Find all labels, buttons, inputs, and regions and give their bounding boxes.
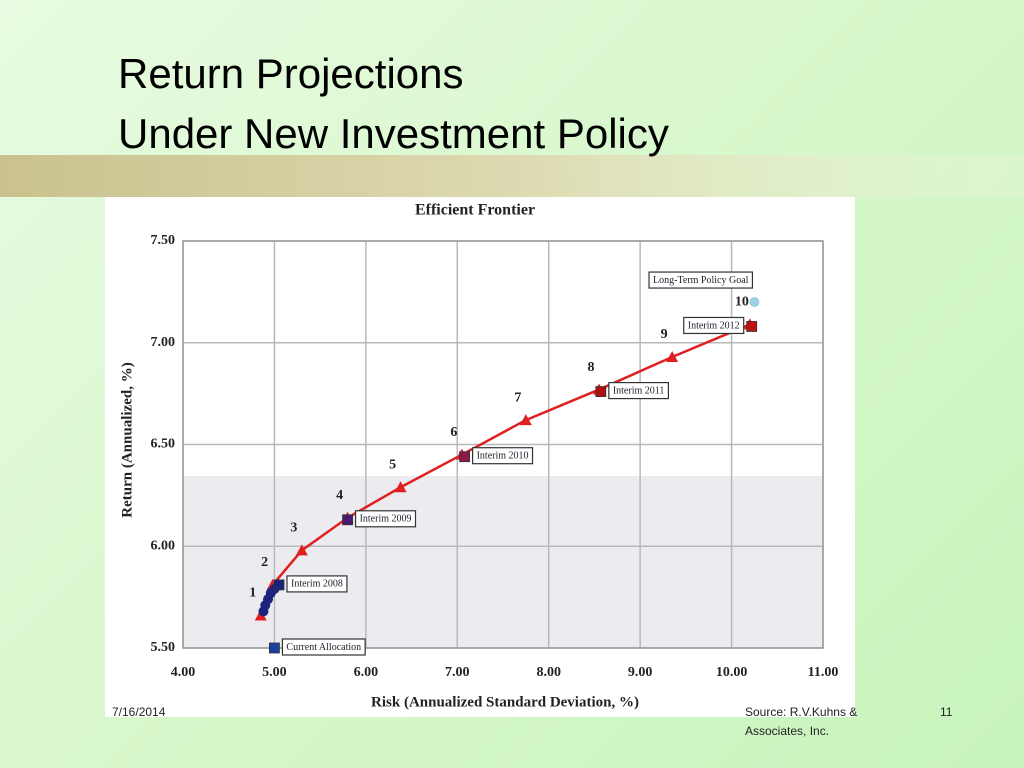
x-tick-label: 5.00 [262, 665, 287, 680]
annotation-marker [273, 579, 285, 591]
y-tick-label: 7.00 [151, 335, 176, 350]
point-label: 2 [261, 555, 268, 570]
date: 7/16/2014 [112, 705, 166, 719]
annotation-label: Interim 2009 [360, 514, 412, 525]
plot-shade [183, 476, 823, 648]
data-point [394, 481, 407, 493]
point-label: 7 [514, 390, 521, 405]
annotation-marker [342, 514, 353, 526]
y-tick-label: 6.50 [151, 437, 176, 452]
annotation-label: Interim 2008 [291, 579, 343, 590]
y-tick-label: 6.00 [151, 538, 176, 553]
annotation-box [648, 271, 754, 289]
annotation-box [608, 381, 669, 400]
point-label: 1 [249, 586, 256, 601]
x-tick-label: 9.00 [628, 665, 653, 680]
data-point [295, 544, 308, 556]
annotation-marker [459, 451, 471, 463]
x-tick-label: 10.00 [716, 665, 748, 680]
point-label: 4 [336, 488, 343, 503]
frontier-line [259, 323, 751, 616]
annotation-label: Interim 2011 [613, 385, 665, 396]
x-tick-label: 11.00 [808, 665, 839, 680]
x-tick-label: 8.00 [536, 665, 561, 680]
x-tick-label: 4.00 [171, 665, 196, 680]
source: Associates, Inc. [745, 724, 829, 738]
plot: 4.00 5.00 6.00 7.00 8.00 9.00 10.00 11.00 5.50 6.… [151, 233, 839, 680]
annotation-box [286, 575, 348, 593]
annotation-label: Current Allocation [286, 642, 361, 653]
y-tick-label: 5.50 [151, 640, 176, 655]
annotation-marker [749, 297, 760, 308]
annotation-marker [595, 386, 607, 397]
slide-title: Under New Investment Policy [118, 110, 669, 157]
annotation-marker [746, 321, 758, 332]
x-tick-label: 7.00 [445, 665, 470, 680]
slide-title: Return Projections [118, 50, 464, 97]
page-number: 11 [940, 705, 953, 719]
data-point [666, 350, 679, 362]
point-label: 10 [735, 295, 749, 310]
annotation-label: Long-Term Policy Goal [653, 275, 749, 286]
plot-frame [182, 240, 824, 649]
point-label: 9 [661, 327, 668, 342]
point-label: 8 [588, 360, 595, 375]
point-label: 6 [450, 425, 457, 440]
annotation-label: Interim 2012 [688, 320, 740, 331]
x-axis-label: Risk (Annualized Standard Deviation, %) [371, 694, 639, 710]
source: Source: R.V.Kuhns & [745, 705, 857, 719]
annotation-box [354, 510, 417, 528]
title-band [0, 155, 1024, 197]
annotation-label: Interim 2010 [477, 451, 529, 462]
y-tick-label: 7.50 [151, 233, 176, 248]
annotation-box [683, 316, 745, 335]
data-point [519, 414, 532, 426]
x-tick-label: 6.00 [354, 665, 379, 680]
point-label: 3 [290, 521, 297, 536]
point-label: 5 [389, 457, 396, 472]
annotation-marker [269, 642, 280, 654]
chart-title: Efficient Frontier [415, 202, 535, 219]
annotation-box [472, 447, 534, 465]
y-axis-label: Return (Annualized, %) [119, 362, 135, 517]
annotation-box [281, 638, 366, 656]
